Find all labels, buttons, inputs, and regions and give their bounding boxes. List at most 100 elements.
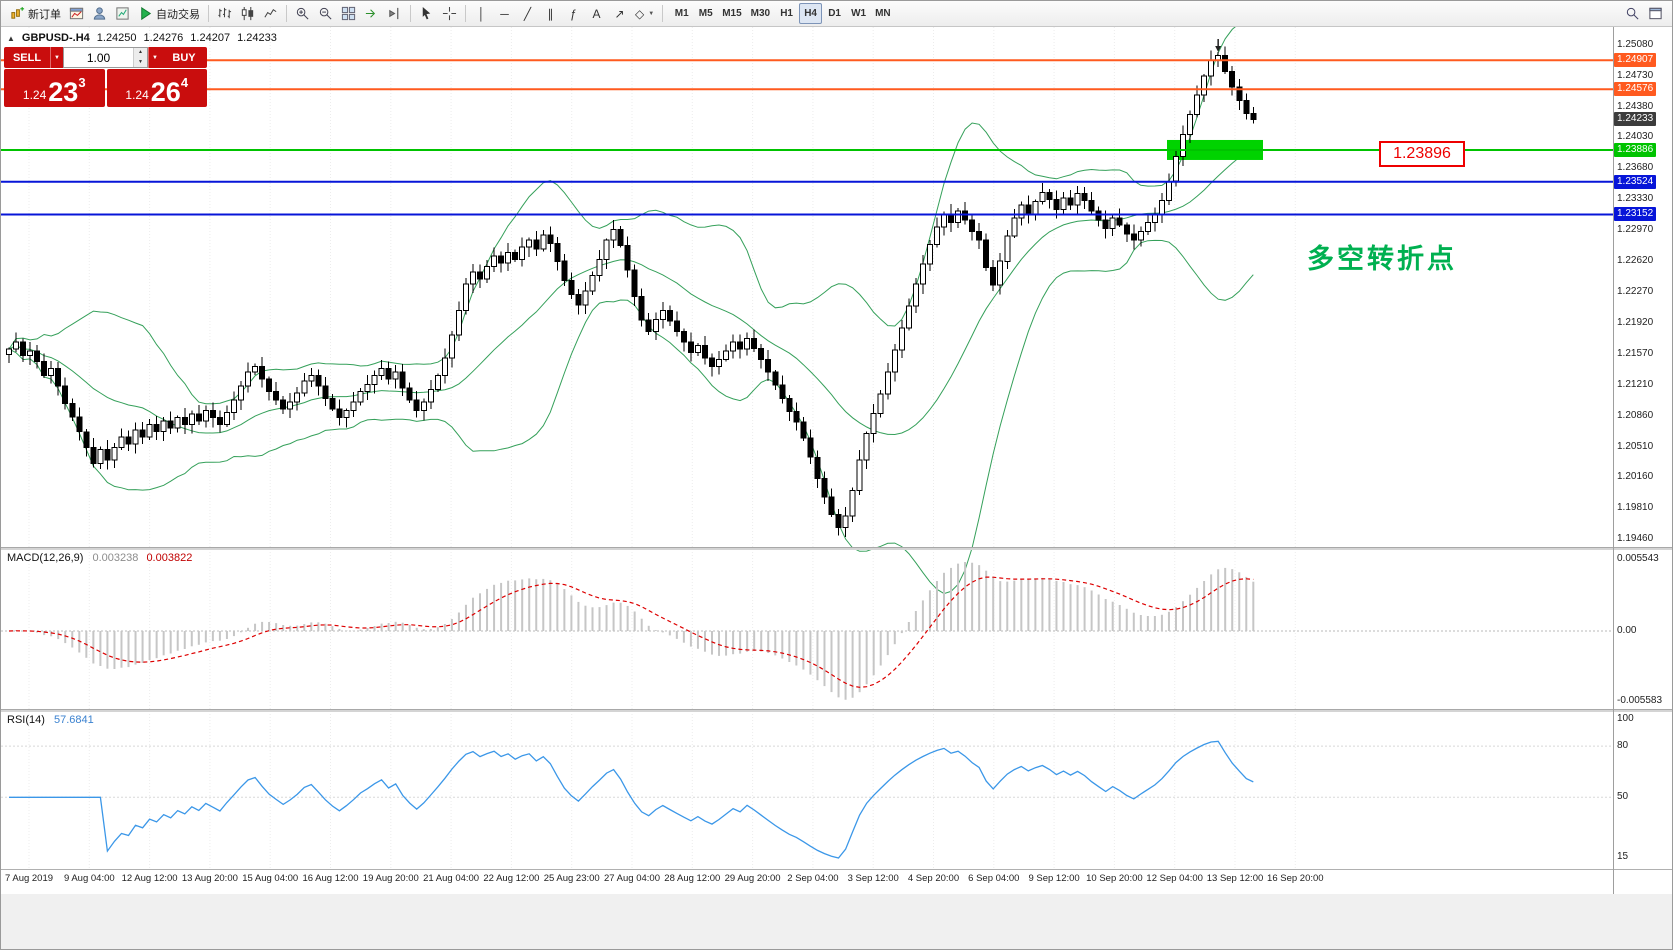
horizontal-line-icon: ─ <box>500 6 509 21</box>
timeframe-d1-button[interactable]: D1 <box>823 3 846 24</box>
toolbar-right-group <box>1621 3 1667 24</box>
rsi-name: RSI(14) <box>7 714 45 726</box>
timeframe-w1-button[interactable]: W1 <box>847 3 870 24</box>
volume-decrease-button[interactable]: ▼ <box>134 57 147 67</box>
arrow-tool-button[interactable]: ↗ <box>608 3 631 24</box>
chart-shift-icon <box>389 7 399 20</box>
auto-trading-icon <box>141 6 152 21</box>
channel-button[interactable]: ∥ <box>539 3 562 24</box>
fibonacci-icon: ƒ <box>570 6 577 21</box>
sell-button[interactable]: SELL <box>4 47 50 68</box>
sell-price-point: 3 <box>78 75 86 90</box>
sell-price-pips: 23 <box>48 77 79 108</box>
timeframe-mn-button[interactable]: MN <box>871 3 895 24</box>
search-button[interactable] <box>1621 3 1644 24</box>
bar-low-value: 1.24207 <box>190 32 231 44</box>
zoom-in-button[interactable] <box>291 3 314 24</box>
volume-input[interactable] <box>64 48 133 67</box>
chart-windows-icon <box>69 7 84 20</box>
auto-trading-button[interactable]: 自动交易 <box>134 3 204 24</box>
crosshair-icon <box>442 6 457 21</box>
profile-button[interactable] <box>88 3 111 24</box>
timeframe-group: M1 M5 M15 M30 H1 H4 D1 W1 MN <box>670 3 894 24</box>
new-order-button[interactable]: 新订单 <box>6 3 65 24</box>
tile-windows-icon <box>341 6 356 21</box>
arrow-tool-icon: ↗ <box>614 6 625 21</box>
timeframe-m1-button[interactable]: M1 <box>670 3 693 24</box>
toolbar-separator <box>465 5 466 22</box>
shapes-tool-button[interactable]: ◇ ▼ <box>631 3 658 24</box>
sell-price-button[interactable]: 1.24 23 3 <box>4 69 105 107</box>
buy-button[interactable]: BUY <box>161 47 207 68</box>
market-watch-button[interactable] <box>111 3 134 24</box>
macd-label: MACD(12,26,9) 0.003238 0.003822 <box>7 552 192 564</box>
timeframe-m15-button[interactable]: M15 <box>718 3 745 24</box>
zoom-in-icon <box>296 7 309 20</box>
bottom-strip <box>1 894 1672 949</box>
symbol-bar: ▲ GBPUSD-.H4 1.24250 1.24276 1.24207 1.2… <box>7 32 277 44</box>
volume-stepper: ▲ ▼ <box>133 48 147 67</box>
symbol-name: GBPUSD-.H4 <box>21 32 90 44</box>
auto-scroll-button[interactable] <box>360 3 383 24</box>
toolbar: 新订单 自动交易 <box>1 1 1672 27</box>
line-chart-button[interactable] <box>259 3 282 24</box>
bar-chart-button[interactable] <box>213 3 236 24</box>
support-price-label[interactable]: 1.23896 <box>1379 141 1465 167</box>
shapes-tool-icon: ◇ <box>635 6 645 21</box>
buy-dropdown-arrow-icon[interactable]: ▼ <box>148 47 161 68</box>
buy-price-figure: 1.24 <box>125 88 149 102</box>
line-chart-icon <box>264 9 277 18</box>
timeframe-h1-button[interactable]: H1 <box>775 3 798 24</box>
volume-increase-button[interactable]: ▲ <box>134 48 147 58</box>
sell-price-figure: 1.24 <box>22 88 47 102</box>
toolbar-separator <box>208 5 209 22</box>
note-text[interactable]: 多空转折点 <box>1307 244 1457 274</box>
rsi-value: 57.6841 <box>53 714 94 726</box>
buy-price-button[interactable]: 1.24 26 4 <box>106 69 207 108</box>
horizontal-line-button[interactable]: ─ <box>493 3 516 24</box>
crosshair-button[interactable] <box>438 3 461 24</box>
macd-signal-value: 0.003822 <box>146 552 193 564</box>
cursor-icon <box>422 6 431 20</box>
search-icon <box>1626 7 1639 20</box>
volume-box: ▲ ▼ <box>63 47 148 68</box>
toolbar-separator <box>286 5 287 22</box>
zoom-out-button[interactable] <box>314 3 337 24</box>
toolbar-separator <box>410 5 411 22</box>
timeframe-h4-button[interactable]: H4 <box>799 3 823 24</box>
panel-separator-macd[interactable] <box>1 547 1672 550</box>
new-window-icon <box>1649 7 1662 20</box>
new-order-label: 新订单 <box>28 8 61 21</box>
text-tool-button[interactable]: A <box>585 3 608 24</box>
oct-collapse-toggle[interactable]: ▲ <box>7 33 15 43</box>
rsi-label: RSI(14) 57.6841 <box>7 714 94 726</box>
fibonacci-button[interactable]: ƒ <box>562 3 585 24</box>
timeframe-m30-button[interactable]: M30 <box>747 3 774 24</box>
candlestick-chart-button[interactable] <box>236 3 259 24</box>
cursor-button[interactable] <box>415 3 438 24</box>
macd-name: MACD(12,26,9) <box>7 552 84 564</box>
timeframe-m5-button[interactable]: M5 <box>694 3 717 24</box>
trendline-icon: ╱ <box>523 6 532 21</box>
zoom-out-icon <box>319 7 332 20</box>
chart-shift-button[interactable] <box>383 3 406 24</box>
chevron-down-icon: ▼ <box>648 10 655 17</box>
auto-trading-label: 自动交易 <box>156 8 200 21</box>
chart-windows-button[interactable] <box>65 3 88 24</box>
bar-chart-icon <box>218 7 232 19</box>
buy-price-pips: 26 <box>150 77 181 108</box>
sell-dropdown-arrow-icon[interactable]: ▼ <box>50 47 63 68</box>
new-window-button[interactable] <box>1644 3 1667 24</box>
vertical-line-icon: │ <box>477 6 486 21</box>
vertical-line-button[interactable]: │ <box>470 3 493 24</box>
trendline-button[interactable]: ╱ <box>516 3 539 24</box>
buy-price-point: 4 <box>180 75 189 90</box>
bar-close-value: 1.24233 <box>237 32 277 44</box>
panel-separator-rsi[interactable] <box>1 709 1672 712</box>
candlestick-chart-icon <box>241 6 254 21</box>
one-click-trading-panel: SELL ▼ ▲ ▼ ▼ BUY 1.24 23 3 1.24 26 4 <box>4 47 207 107</box>
auto-scroll-icon <box>365 9 376 18</box>
tile-windows-button[interactable] <box>337 3 360 24</box>
text-tool-icon: A <box>592 6 601 21</box>
